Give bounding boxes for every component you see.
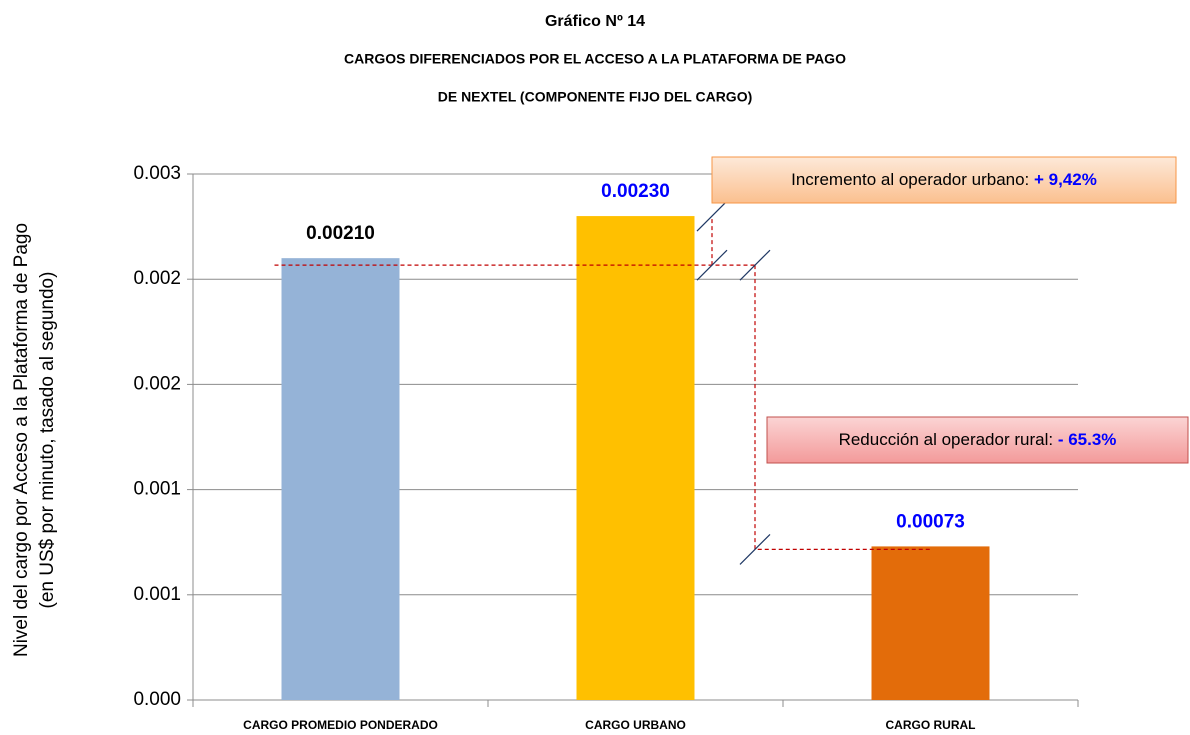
bar — [871, 546, 990, 700]
y-axis-label: (en US$ por minuto, tasado al segundo) — [37, 272, 58, 609]
y-tick-label: 0.000 — [133, 689, 181, 710]
y-tick-label: 0.001 — [133, 584, 181, 605]
annotation-box — [711, 156, 1177, 204]
x-tick-label: CARGO RURAL — [886, 718, 976, 732]
break-mark — [696, 200, 728, 232]
chart-title: Gráfico Nº 14 — [545, 13, 645, 30]
annotation: Incremento al operador urbano: + 9,42% — [791, 170, 1097, 189]
annotation: Reducción al operador rural: - 65.3% — [839, 430, 1117, 449]
x-tick-label: CARGO PROMEDIO PONDERADO — [243, 718, 438, 732]
data-label: 0.00210 — [306, 223, 375, 244]
annotation-box — [766, 416, 1189, 464]
y-axis-label: Nivel del cargo por Acceso a la Platafor… — [11, 223, 32, 657]
annotation-text: Reducción al operador rural: — [839, 430, 1058, 449]
break-mark — [696, 249, 728, 281]
y-tick-label: 0.002 — [133, 268, 181, 289]
x-tick-label: CARGO URBANO — [585, 718, 686, 732]
connector — [754, 265, 931, 551]
bar — [281, 258, 400, 700]
data-label: 0.00073 — [896, 511, 965, 532]
y-tick-label: 0.002 — [133, 373, 181, 394]
chart-subtitle: CARGOS DIFERENCIADOS POR EL ACCESO A LA … — [344, 51, 846, 67]
bar — [576, 216, 695, 700]
data-label: 0.00230 — [601, 181, 670, 202]
break-mark — [739, 533, 771, 565]
annotation-text: Incremento al operador urbano: — [791, 170, 1034, 189]
annotation-highlight: + 9,42% — [1034, 170, 1097, 189]
chart-subtitle: DE NEXTEL (COMPONENTE FIJO DEL CARGO) — [438, 89, 753, 105]
break-mark — [739, 249, 771, 281]
y-tick-label: 0.001 — [133, 479, 181, 500]
y-tick-label: 0.003 — [133, 163, 181, 184]
annotation-highlight: - 65.3% — [1058, 430, 1117, 449]
